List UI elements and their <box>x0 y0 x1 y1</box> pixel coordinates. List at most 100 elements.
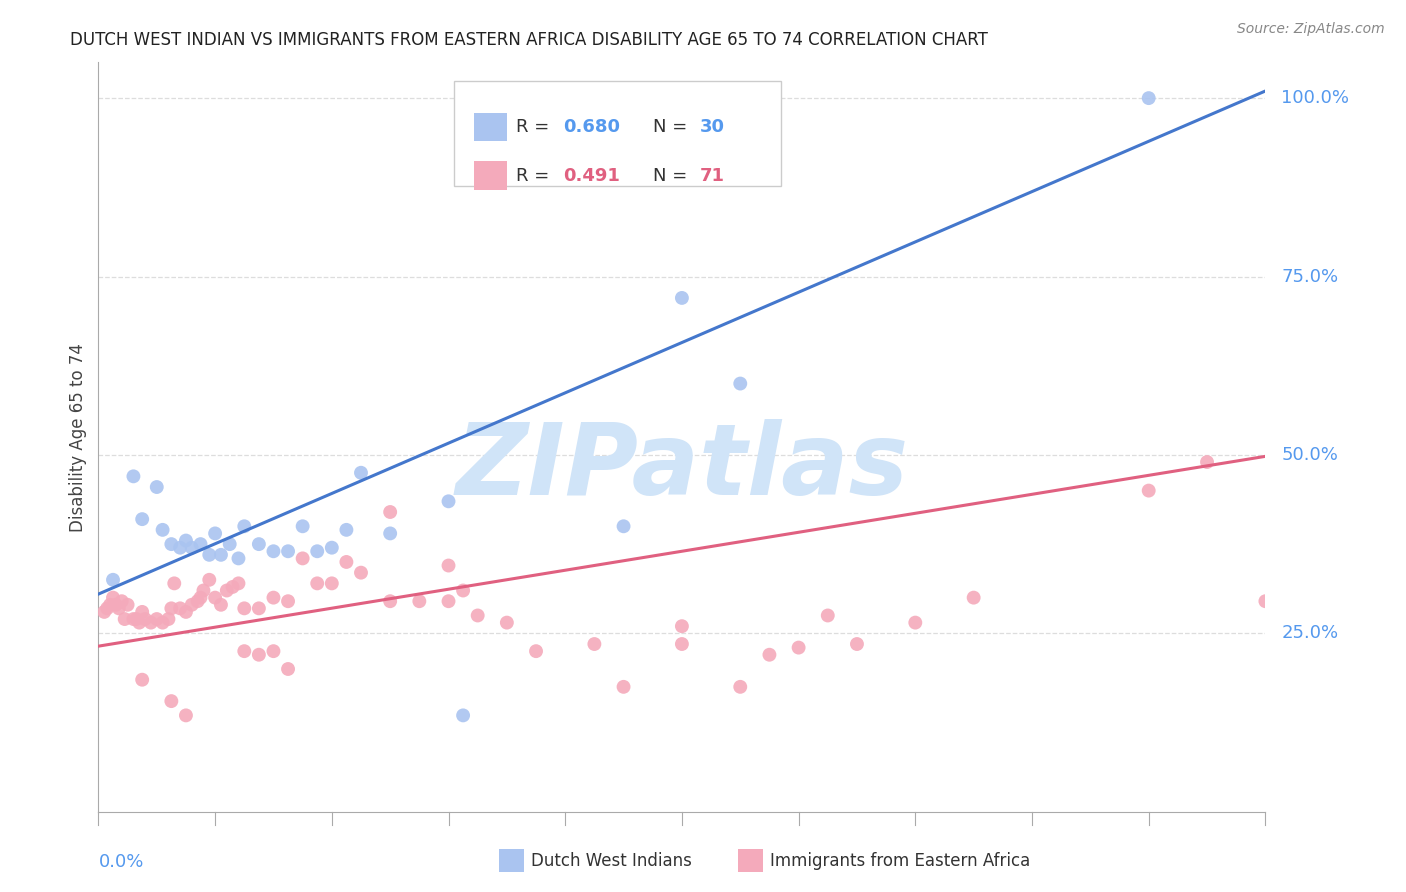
Point <box>1137 91 1160 105</box>
Text: Source: ZipAtlas.com: Source: ZipAtlas.com <box>1237 22 1385 37</box>
Point <box>93 605 115 619</box>
Point <box>152 615 174 630</box>
Point <box>160 537 183 551</box>
Point <box>307 576 329 591</box>
Point <box>174 533 197 548</box>
Point <box>247 537 270 551</box>
Point <box>169 601 191 615</box>
Point <box>228 551 250 566</box>
Point <box>758 648 780 662</box>
Point <box>671 619 693 633</box>
Point <box>437 594 460 608</box>
FancyBboxPatch shape <box>474 161 508 190</box>
Point <box>671 637 693 651</box>
Point <box>307 544 329 558</box>
FancyBboxPatch shape <box>474 112 508 141</box>
Point <box>846 637 869 651</box>
Point <box>262 591 284 605</box>
Point <box>350 566 373 580</box>
Point <box>111 594 134 608</box>
Point <box>787 640 810 655</box>
Point <box>1137 483 1160 498</box>
Point <box>262 544 284 558</box>
Point <box>291 551 314 566</box>
Point <box>904 615 927 630</box>
Point <box>122 612 145 626</box>
Point <box>262 644 284 658</box>
Point <box>193 583 215 598</box>
Text: 0.491: 0.491 <box>562 167 620 185</box>
Y-axis label: Disability Age 65 to 74: Disability Age 65 to 74 <box>69 343 87 532</box>
Point <box>187 594 209 608</box>
Point <box>291 519 314 533</box>
Point <box>180 598 202 612</box>
Point <box>204 591 226 605</box>
Text: N =: N = <box>652 167 699 185</box>
FancyBboxPatch shape <box>454 81 782 186</box>
Point <box>215 583 238 598</box>
Text: 71: 71 <box>699 167 724 185</box>
Point <box>198 548 221 562</box>
Point <box>277 544 299 558</box>
Point <box>451 583 474 598</box>
Point <box>152 523 174 537</box>
Point <box>163 576 186 591</box>
Text: DUTCH WEST INDIAN VS IMMIGRANTS FROM EASTERN AFRICA DISABILITY AGE 65 TO 74 CORR: DUTCH WEST INDIAN VS IMMIGRANTS FROM EAS… <box>70 31 988 49</box>
Point <box>114 612 136 626</box>
Point <box>583 637 606 651</box>
Point <box>209 548 232 562</box>
Point <box>730 376 752 391</box>
Point <box>131 512 153 526</box>
Point <box>962 591 984 605</box>
Point <box>467 608 489 623</box>
Point <box>108 601 131 615</box>
Point <box>131 673 153 687</box>
Point <box>437 558 460 573</box>
Point <box>125 612 148 626</box>
Point <box>350 466 373 480</box>
Point <box>524 644 547 658</box>
Point <box>174 708 197 723</box>
Point <box>437 494 460 508</box>
Point <box>174 605 197 619</box>
Point <box>134 612 156 626</box>
Point <box>98 598 121 612</box>
Point <box>233 519 256 533</box>
Point <box>451 708 474 723</box>
Point <box>96 601 118 615</box>
Point <box>380 594 402 608</box>
Point <box>190 537 212 551</box>
Point <box>1195 455 1218 469</box>
Point <box>247 601 270 615</box>
Point <box>160 601 183 615</box>
Point <box>228 576 250 591</box>
Point <box>139 615 162 630</box>
Point <box>321 541 343 555</box>
Point <box>408 594 430 608</box>
Point <box>204 526 226 541</box>
Point <box>1254 594 1277 608</box>
Text: 30: 30 <box>699 118 724 136</box>
Text: R =: R = <box>516 118 561 136</box>
Point <box>277 662 299 676</box>
Point <box>730 680 752 694</box>
Point <box>122 469 145 483</box>
Point <box>190 591 212 605</box>
Point <box>157 612 180 626</box>
Point <box>277 594 299 608</box>
Point <box>380 505 402 519</box>
Point <box>233 644 256 658</box>
Point <box>221 580 243 594</box>
Point <box>247 648 270 662</box>
Text: N =: N = <box>652 118 699 136</box>
Point <box>131 605 153 619</box>
Point <box>128 615 150 630</box>
Text: ZIPatlas: ZIPatlas <box>456 418 908 516</box>
Text: R =: R = <box>516 167 561 185</box>
Point <box>218 537 240 551</box>
Text: 0.680: 0.680 <box>562 118 620 136</box>
Point <box>612 519 634 533</box>
Point <box>380 526 402 541</box>
Point <box>671 291 693 305</box>
Point <box>146 480 169 494</box>
